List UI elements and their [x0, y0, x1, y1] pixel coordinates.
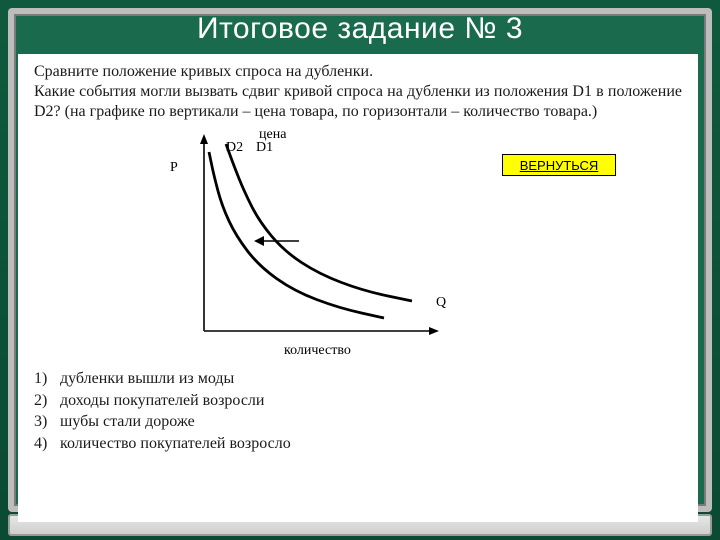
demand-chart: цена P Q количество D2 D1 [164, 126, 464, 366]
question-text: Сравните положение кривых спроса на дубл… [34, 62, 682, 122]
answer-number: 2) [34, 390, 60, 412]
answer-number: 4) [34, 433, 60, 455]
shift-arrow-head-icon [254, 236, 264, 246]
answer-number: 1) [34, 368, 60, 390]
y-axis-arrow-icon [200, 134, 208, 144]
answer-option: 1) дубленки вышли из моды [34, 368, 682, 390]
chart-row: цена P Q количество D2 D1 ВЕРНУТЬСЯ [34, 126, 682, 366]
slide-stage: Итоговое задание № 3 Сравните положение … [0, 0, 720, 540]
page-title: Итоговое задание № 3 [0, 12, 720, 46]
question-line-1: Сравните положение кривых спроса на дубл… [34, 63, 373, 80]
back-button[interactable]: ВЕРНУТЬСЯ [502, 154, 616, 176]
answer-text: количество покупателей возросло [60, 433, 291, 455]
curve-label-d1: D1 [256, 140, 273, 155]
answer-text: шубы стали дороже [60, 411, 195, 433]
answer-number: 3) [34, 411, 60, 433]
x-axis-arrow-icon [429, 327, 439, 335]
task-sheet: Сравните положение кривых спроса на дубл… [18, 54, 698, 522]
y-axis-letter: P [170, 160, 178, 175]
answer-option: 3) шубы стали дороже [34, 411, 682, 433]
answer-option: 2) доходы покупателей возросли [34, 390, 682, 412]
x-axis-title: количество [284, 343, 351, 358]
answer-text: доходы покупателей возросли [60, 390, 264, 412]
answer-list: 1) дубленки вышли из моды 2) доходы поку… [34, 368, 682, 454]
back-button-label: ВЕРНУТЬСЯ [520, 158, 599, 173]
x-axis-letter: Q [436, 295, 446, 310]
answer-text: дубленки вышли из моды [60, 368, 234, 390]
curve-d1 [226, 144, 412, 301]
question-line-2: Какие события могли вызвать сдвиг кривой… [34, 83, 682, 120]
curve-d2 [209, 152, 384, 318]
answer-option: 4) количество покупателей возросло [34, 433, 682, 455]
